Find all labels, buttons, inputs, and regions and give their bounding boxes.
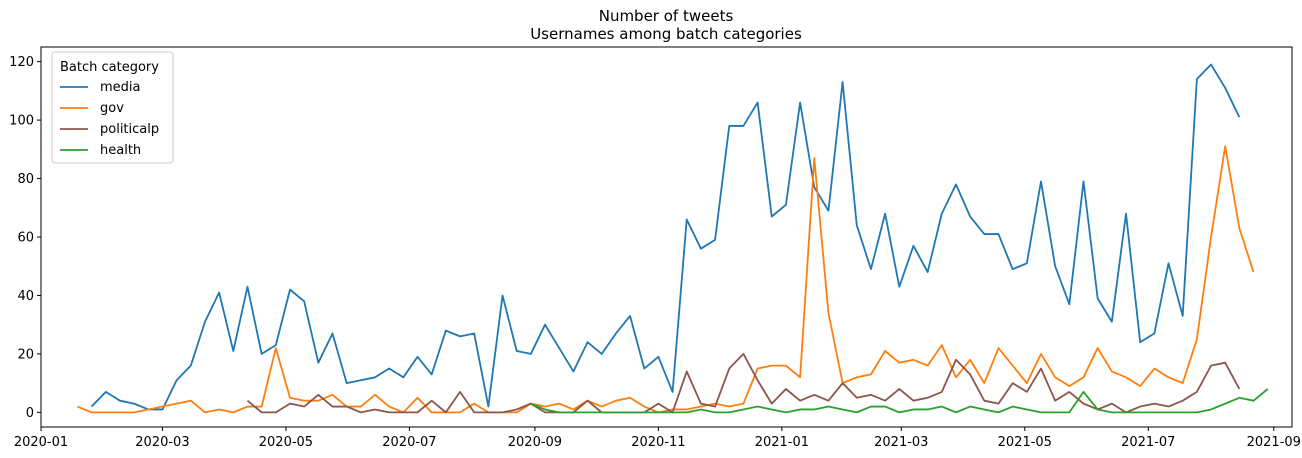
y-tick-label: 80 <box>17 172 34 187</box>
legend-entries: media gov politicalp health <box>60 80 159 158</box>
legend-title: Batch category <box>60 60 159 75</box>
x-tick-label: 2020-09 <box>508 435 562 450</box>
chart-subtitle: Usernames among batch categories <box>530 25 802 43</box>
series-politicalp <box>246 353 1241 414</box>
chart-title: Number of tweets <box>599 7 734 25</box>
x-tick-label: 2021-07 <box>1121 435 1175 450</box>
x-tick-label: 2021-01 <box>755 435 809 450</box>
plot-frame <box>40 46 1293 428</box>
x-tick-label: 2021-03 <box>874 435 928 450</box>
series-health <box>530 388 1269 414</box>
series-layer <box>77 63 1269 414</box>
y-tick-label: 100 <box>9 114 34 129</box>
x-tick-label: 2020-03 <box>135 435 189 450</box>
y-tick-label: 40 <box>17 289 34 304</box>
legend-label-politicalp: politicalp <box>100 122 159 137</box>
y-tick-label: 20 <box>17 347 34 362</box>
x-tick-label: 2021-09 <box>1247 435 1301 450</box>
legend: Batch category media gov politicalp health <box>51 51 174 164</box>
series-line-gov <box>77 145 1255 414</box>
x-tick-label: 2020-11 <box>631 435 685 450</box>
axes-layer: 2020-01 2020-03 2020-05 2020-07 2020-09 2020-… <box>9 55 1301 450</box>
x-tick-label: 2021-05 <box>998 435 1052 450</box>
y-tick-label: 0 <box>26 406 34 421</box>
plot-area <box>41 47 1292 427</box>
legend-box <box>51 51 174 164</box>
legend-label-gov: gov <box>100 101 124 116</box>
legend-label-health: health <box>100 143 141 158</box>
y-tick-label: 120 <box>9 55 34 70</box>
x-tick-label: 2020-07 <box>382 435 436 450</box>
y-tick-label: 60 <box>17 231 34 246</box>
x-tick-label: 2020-05 <box>259 435 313 450</box>
legend-label-media: media <box>100 80 141 95</box>
series-line-media <box>90 63 1241 411</box>
x-tick-label: 2020-01 <box>14 435 68 450</box>
series-media <box>90 63 1241 411</box>
